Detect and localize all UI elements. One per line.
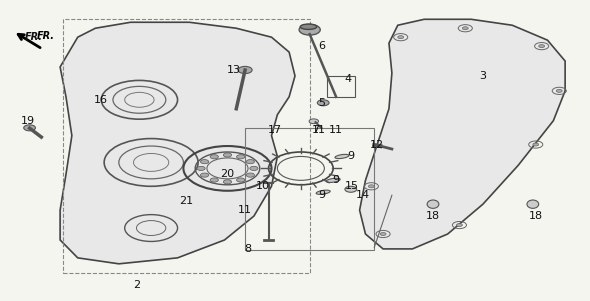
Circle shape [201, 160, 209, 164]
Polygon shape [60, 22, 295, 264]
Text: FR.: FR. [25, 32, 42, 42]
Text: 21: 21 [179, 196, 194, 206]
Text: 6: 6 [318, 41, 325, 51]
Text: 12: 12 [370, 140, 384, 150]
Circle shape [246, 160, 254, 164]
Circle shape [224, 180, 232, 184]
Circle shape [380, 232, 386, 235]
Circle shape [556, 89, 562, 92]
Circle shape [299, 24, 320, 35]
Bar [63, 19, 310, 273]
Text: 10: 10 [255, 181, 270, 191]
Bar [245, 128, 374, 250]
Bar [327, 76, 356, 97]
Text: 11: 11 [312, 125, 326, 135]
Text: 18: 18 [426, 211, 440, 221]
Ellipse shape [300, 24, 317, 29]
Text: 20: 20 [221, 169, 235, 179]
Circle shape [238, 67, 252, 73]
Text: 11: 11 [329, 125, 343, 135]
Circle shape [539, 45, 545, 48]
Circle shape [368, 185, 374, 188]
Text: 5: 5 [318, 98, 325, 108]
Text: 3: 3 [480, 71, 486, 81]
Text: 11: 11 [238, 205, 252, 215]
Text: 4: 4 [345, 74, 352, 84]
Circle shape [24, 125, 35, 131]
Circle shape [250, 166, 258, 170]
Circle shape [237, 155, 245, 159]
Circle shape [201, 173, 209, 177]
Text: 13: 13 [227, 65, 240, 75]
Text: 8: 8 [244, 244, 251, 254]
Polygon shape [359, 19, 565, 249]
Circle shape [345, 186, 357, 192]
Circle shape [246, 173, 254, 177]
Text: 9: 9 [318, 190, 325, 200]
Text: 19: 19 [21, 116, 35, 126]
Text: 2: 2 [133, 280, 140, 290]
Text: 18: 18 [529, 211, 543, 221]
Text: 17: 17 [267, 125, 281, 135]
Ellipse shape [427, 200, 439, 208]
Ellipse shape [335, 154, 349, 159]
Ellipse shape [316, 190, 330, 194]
Circle shape [317, 100, 329, 106]
Circle shape [309, 119, 319, 124]
Circle shape [533, 143, 539, 146]
Circle shape [457, 224, 463, 227]
Ellipse shape [326, 178, 340, 182]
Circle shape [210, 155, 218, 159]
Text: 7: 7 [312, 125, 319, 135]
Circle shape [224, 153, 232, 157]
Circle shape [398, 36, 404, 39]
Circle shape [210, 178, 218, 182]
Text: FR.: FR. [37, 31, 55, 41]
Text: 16: 16 [94, 95, 108, 105]
Circle shape [197, 166, 205, 170]
Circle shape [237, 178, 245, 182]
Text: 9: 9 [333, 175, 340, 185]
Ellipse shape [527, 200, 539, 208]
Text: 15: 15 [345, 181, 358, 191]
Text: 14: 14 [355, 190, 369, 200]
Text: 9: 9 [348, 151, 355, 161]
Circle shape [463, 27, 468, 30]
